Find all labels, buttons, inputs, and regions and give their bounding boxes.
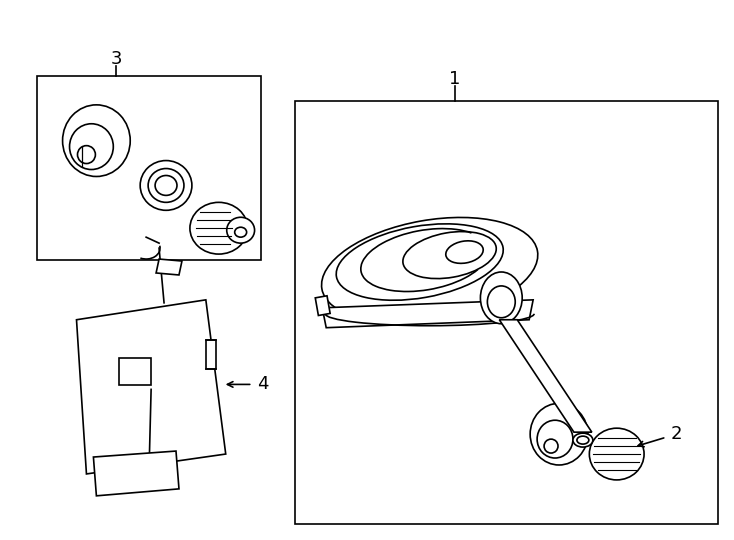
Text: 2: 2 <box>671 425 682 443</box>
Ellipse shape <box>544 439 558 453</box>
Bar <box>316 296 330 315</box>
Ellipse shape <box>530 403 588 465</box>
Ellipse shape <box>537 420 573 458</box>
Ellipse shape <box>140 160 192 210</box>
Polygon shape <box>206 340 216 369</box>
Polygon shape <box>76 300 226 474</box>
Ellipse shape <box>227 217 255 243</box>
Bar <box>37 76 261 260</box>
Ellipse shape <box>573 433 593 447</box>
Polygon shape <box>156 259 182 275</box>
Ellipse shape <box>78 146 95 164</box>
Ellipse shape <box>336 224 504 300</box>
Polygon shape <box>499 320 592 432</box>
Ellipse shape <box>70 124 113 170</box>
Ellipse shape <box>577 436 589 444</box>
Ellipse shape <box>148 168 184 202</box>
Ellipse shape <box>155 176 177 195</box>
Ellipse shape <box>62 105 130 177</box>
Ellipse shape <box>481 272 522 323</box>
Ellipse shape <box>321 218 538 322</box>
Bar <box>120 357 151 386</box>
Bar <box>295 101 718 524</box>
Text: 3: 3 <box>111 50 122 68</box>
Ellipse shape <box>589 428 644 480</box>
Ellipse shape <box>446 241 483 264</box>
Ellipse shape <box>487 286 515 318</box>
Ellipse shape <box>235 227 247 237</box>
Text: 1: 1 <box>449 70 460 88</box>
Ellipse shape <box>403 232 496 279</box>
Polygon shape <box>322 300 533 328</box>
Text: 4: 4 <box>257 375 269 394</box>
Ellipse shape <box>190 202 247 254</box>
Polygon shape <box>93 451 179 496</box>
